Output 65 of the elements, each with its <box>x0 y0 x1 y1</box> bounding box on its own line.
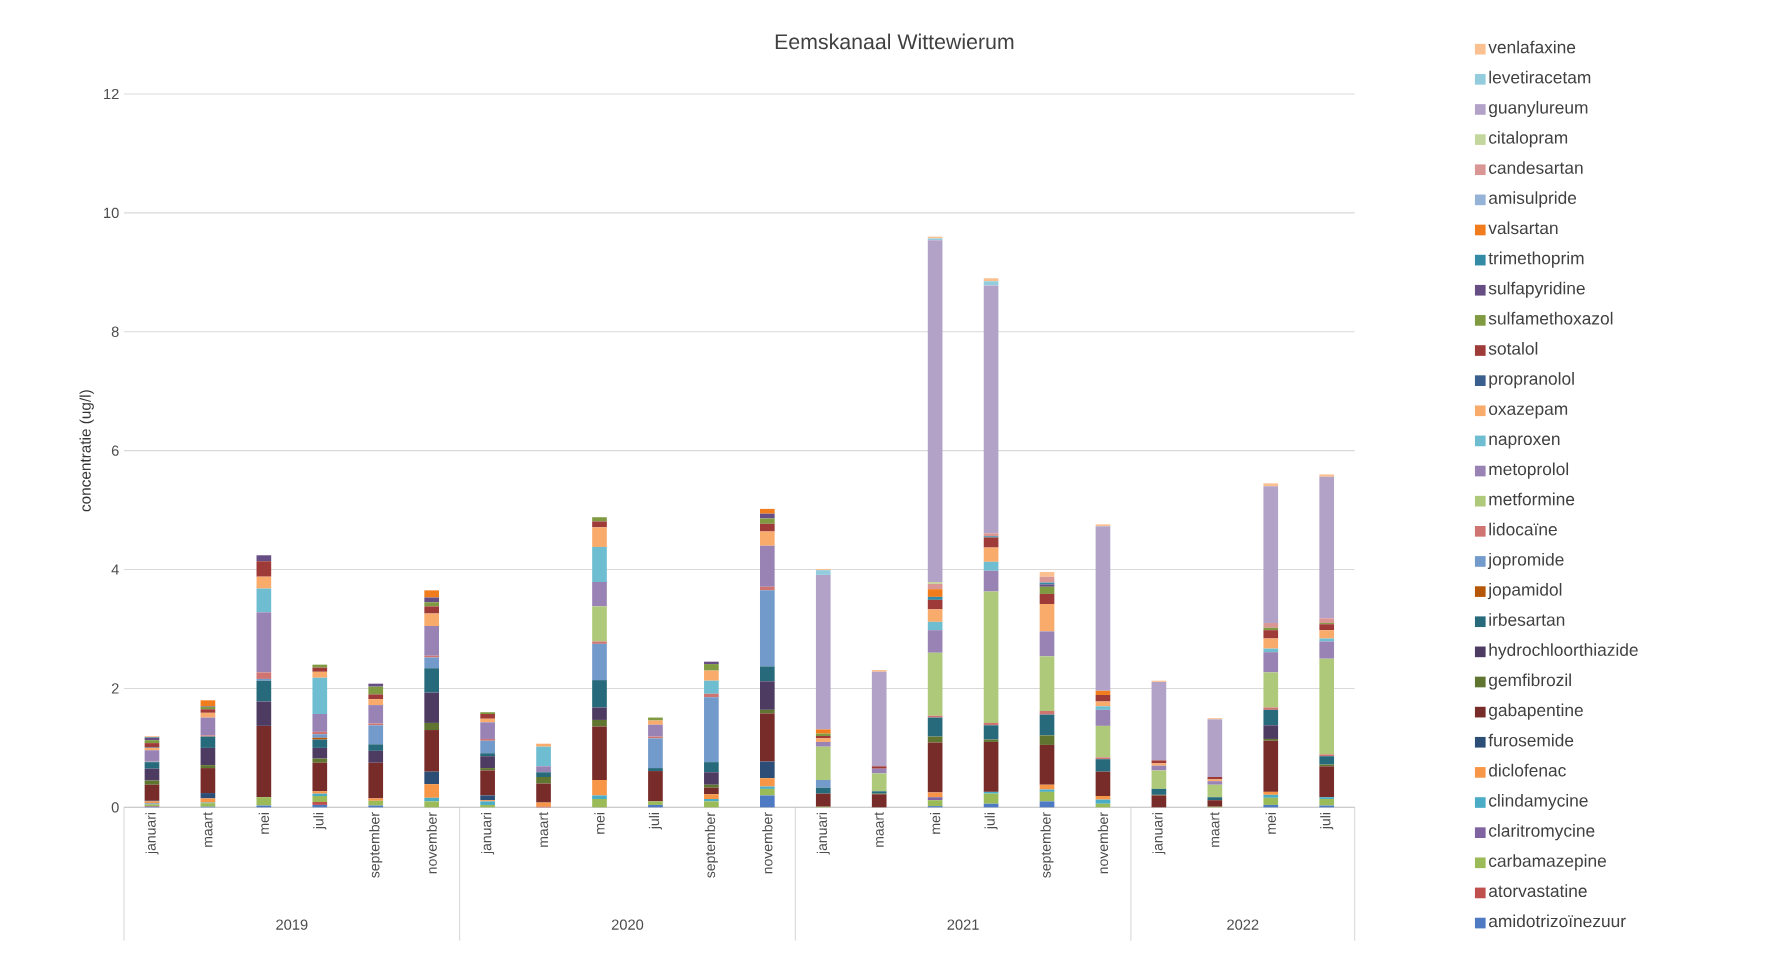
legend-label: gemfibrozil <box>1489 673 1571 690</box>
x-tick-label: juli <box>313 812 327 830</box>
legend-label: jopromide <box>1487 552 1564 570</box>
legend-label: amisulpride <box>1489 191 1577 208</box>
legend-label: metoprolol <box>1489 462 1569 479</box>
legend-label: guanylureum <box>1489 100 1588 118</box>
x-tick-label: mei <box>258 812 270 834</box>
x-tick-label: maart <box>1210 812 1220 847</box>
legend-label: irbesartan <box>1489 613 1565 626</box>
y-tick-label: 6 <box>111 445 119 456</box>
legend-label: citalopram <box>1489 131 1568 148</box>
legend-label: jopamidol <box>1487 583 1562 600</box>
y-tick-label: 0 <box>111 802 119 813</box>
y-tick-label: 10 <box>104 207 119 219</box>
x-tick-label: januari <box>1152 812 1166 855</box>
x-tick-label: september <box>704 812 718 878</box>
x-tick-label: september <box>1040 812 1054 878</box>
x-tick-label: november <box>426 812 437 874</box>
legend-label: valsartan <box>1488 221 1558 235</box>
chart-title: Eemskanaal Wittewierum <box>775 33 1014 50</box>
x-tick-label: mei <box>594 812 605 834</box>
x-tick-label: november <box>762 812 773 874</box>
legend-label: amidotrizoïnezuur <box>1489 914 1626 928</box>
y-tick-label: 2 <box>111 683 119 694</box>
x-tick-label: mei <box>1265 812 1276 834</box>
legend-label: naproxen <box>1489 435 1560 449</box>
y-tick-label: 12 <box>104 88 119 100</box>
text: 2020 <box>611 919 644 930</box>
x-tick-label: november <box>1097 812 1109 874</box>
legend-label: atorvastatine <box>1489 884 1587 898</box>
text: 2022 <box>1227 919 1259 930</box>
text: 2021 <box>947 919 979 930</box>
legend-label: sotalol <box>1488 341 1538 355</box>
legend-label: furosemide <box>1488 733 1574 747</box>
legend-label: candesartan <box>1489 161 1583 174</box>
legend-label: metformine <box>1489 492 1575 506</box>
x-tick-label: maart <box>874 812 884 847</box>
legend-label: diclofenac <box>1489 763 1566 777</box>
legend-label: sulfamethoxazol <box>1488 311 1613 325</box>
legend-label: claritromycine <box>1489 824 1595 841</box>
legend-label: venlafaxine <box>1488 40 1576 54</box>
x-tick-label: september <box>369 812 383 878</box>
text: 2019 <box>276 919 308 930</box>
legend-label: clindamycine <box>1489 793 1588 811</box>
x-tick-label: januari <box>145 812 159 855</box>
y-tick-label: 4 <box>111 564 119 575</box>
legend-label: levetiracetam <box>1489 70 1591 84</box>
x-tick-label: mei <box>929 812 941 834</box>
legend-label: propranolol <box>1489 372 1574 389</box>
x-tick-label: maart <box>538 812 549 847</box>
legend-label: oxazepam <box>1489 405 1568 419</box>
legend-label: carbamazepine <box>1489 854 1606 871</box>
x-tick-label: maart <box>203 812 213 847</box>
legend-label: sulfapyridine <box>1488 281 1585 298</box>
legend-label: lidocaïne <box>1489 522 1557 536</box>
x-tick-label: juli <box>648 812 662 830</box>
x-tick-label: januari <box>481 812 495 855</box>
y-tick-label: 8 <box>111 326 119 337</box>
y-axis-title: concentratie (ug/l) <box>79 390 94 512</box>
x-tick-label: juli <box>1320 812 1334 830</box>
legend-label: trimethoprim <box>1488 251 1584 268</box>
x-tick-label: januari <box>816 812 830 855</box>
x-tick-label: juli <box>984 812 998 830</box>
legend-label: gabapentine <box>1489 703 1583 720</box>
legend-label: hydrochloorthiazide <box>1489 643 1638 660</box>
